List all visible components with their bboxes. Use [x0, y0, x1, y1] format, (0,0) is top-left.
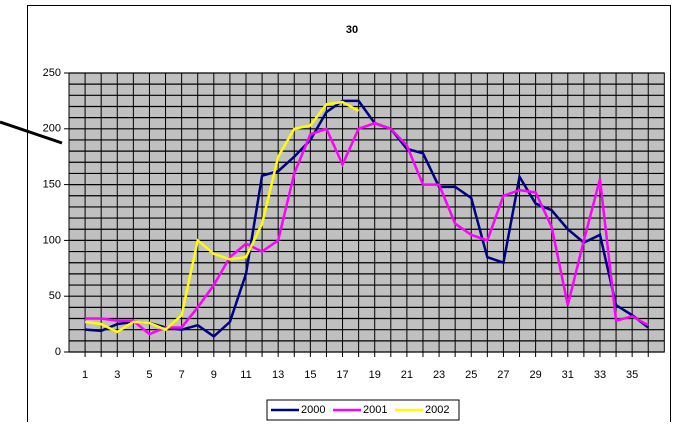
x-tick-label: 29 — [529, 369, 541, 381]
x-tick-label: 25 — [465, 369, 477, 381]
x-tick-label: 23 — [433, 369, 445, 381]
y-tick-label: 150 — [43, 179, 61, 191]
y-tick-label: 250 — [43, 67, 61, 79]
x-tick-label: 27 — [497, 369, 509, 381]
plot-area — [68, 72, 665, 353]
x-tick-label: 21 — [401, 369, 413, 381]
y-tick-label: 50 — [49, 290, 61, 302]
x-tick-label: 11 — [240, 369, 251, 381]
series-line — [84, 100, 360, 334]
x-tick-label: 13 — [272, 369, 284, 381]
x-tick-label: 35 — [626, 369, 638, 381]
x-tick-label: 17 — [336, 369, 348, 381]
legend-label: 2000 — [301, 404, 325, 416]
x-tick-label: 5 — [146, 369, 152, 381]
y-tick-label: 100 — [43, 234, 61, 246]
x-tick-label: 9 — [211, 369, 217, 381]
x-tick-label: 31 — [562, 369, 574, 381]
series-line — [85, 121, 649, 336]
series-line — [85, 99, 649, 338]
x-tick-label: 7 — [179, 369, 185, 381]
y-tick-label: 0 — [55, 346, 61, 358]
pointer-line — [0, 120, 63, 145]
y-tick-label: 200 — [43, 123, 61, 135]
x-tick-label: 19 — [369, 369, 381, 381]
x-tick-label: 3 — [114, 369, 120, 381]
x-tick-label: 33 — [594, 369, 606, 381]
legend-label: 2001 — [363, 404, 387, 416]
legend-box — [266, 399, 460, 421]
chart-title: 30 — [346, 24, 358, 36]
legend: 2000 2001 2002 — [266, 399, 460, 421]
legend-label: 2002 — [425, 404, 449, 416]
x-tick-label: 15 — [304, 369, 316, 381]
x-tick-label: 1 — [82, 369, 88, 381]
